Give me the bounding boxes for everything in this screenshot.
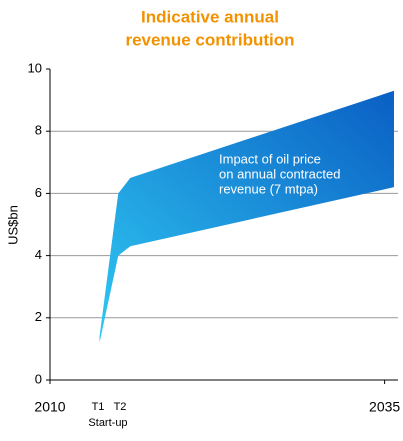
x-tick-label: 2010 — [34, 399, 65, 415]
y-tick-label: 4 — [35, 247, 42, 262]
annotation: on annual contracted — [219, 166, 340, 181]
y-tick-label: 10 — [28, 60, 42, 75]
y-tick-label: 0 — [35, 371, 42, 386]
annotation: Impact of oil price — [219, 151, 321, 166]
x-tick-label: 2035 — [369, 399, 400, 415]
range-band — [99, 90, 394, 343]
x-note: Start-up — [88, 417, 127, 429]
x-note: T2 — [114, 401, 127, 413]
chart-title: Indicative annual — [141, 7, 279, 26]
x-note: T1 — [92, 401, 105, 413]
y-tick-label: 8 — [35, 123, 42, 138]
y-tick-label: 6 — [35, 185, 42, 200]
y-axis-label: US$bn — [5, 205, 20, 245]
y-tick-label: 2 — [35, 309, 42, 324]
annotation: revenue (7 mtpa) — [219, 181, 318, 196]
chart-title: revenue contribution — [125, 30, 294, 49]
